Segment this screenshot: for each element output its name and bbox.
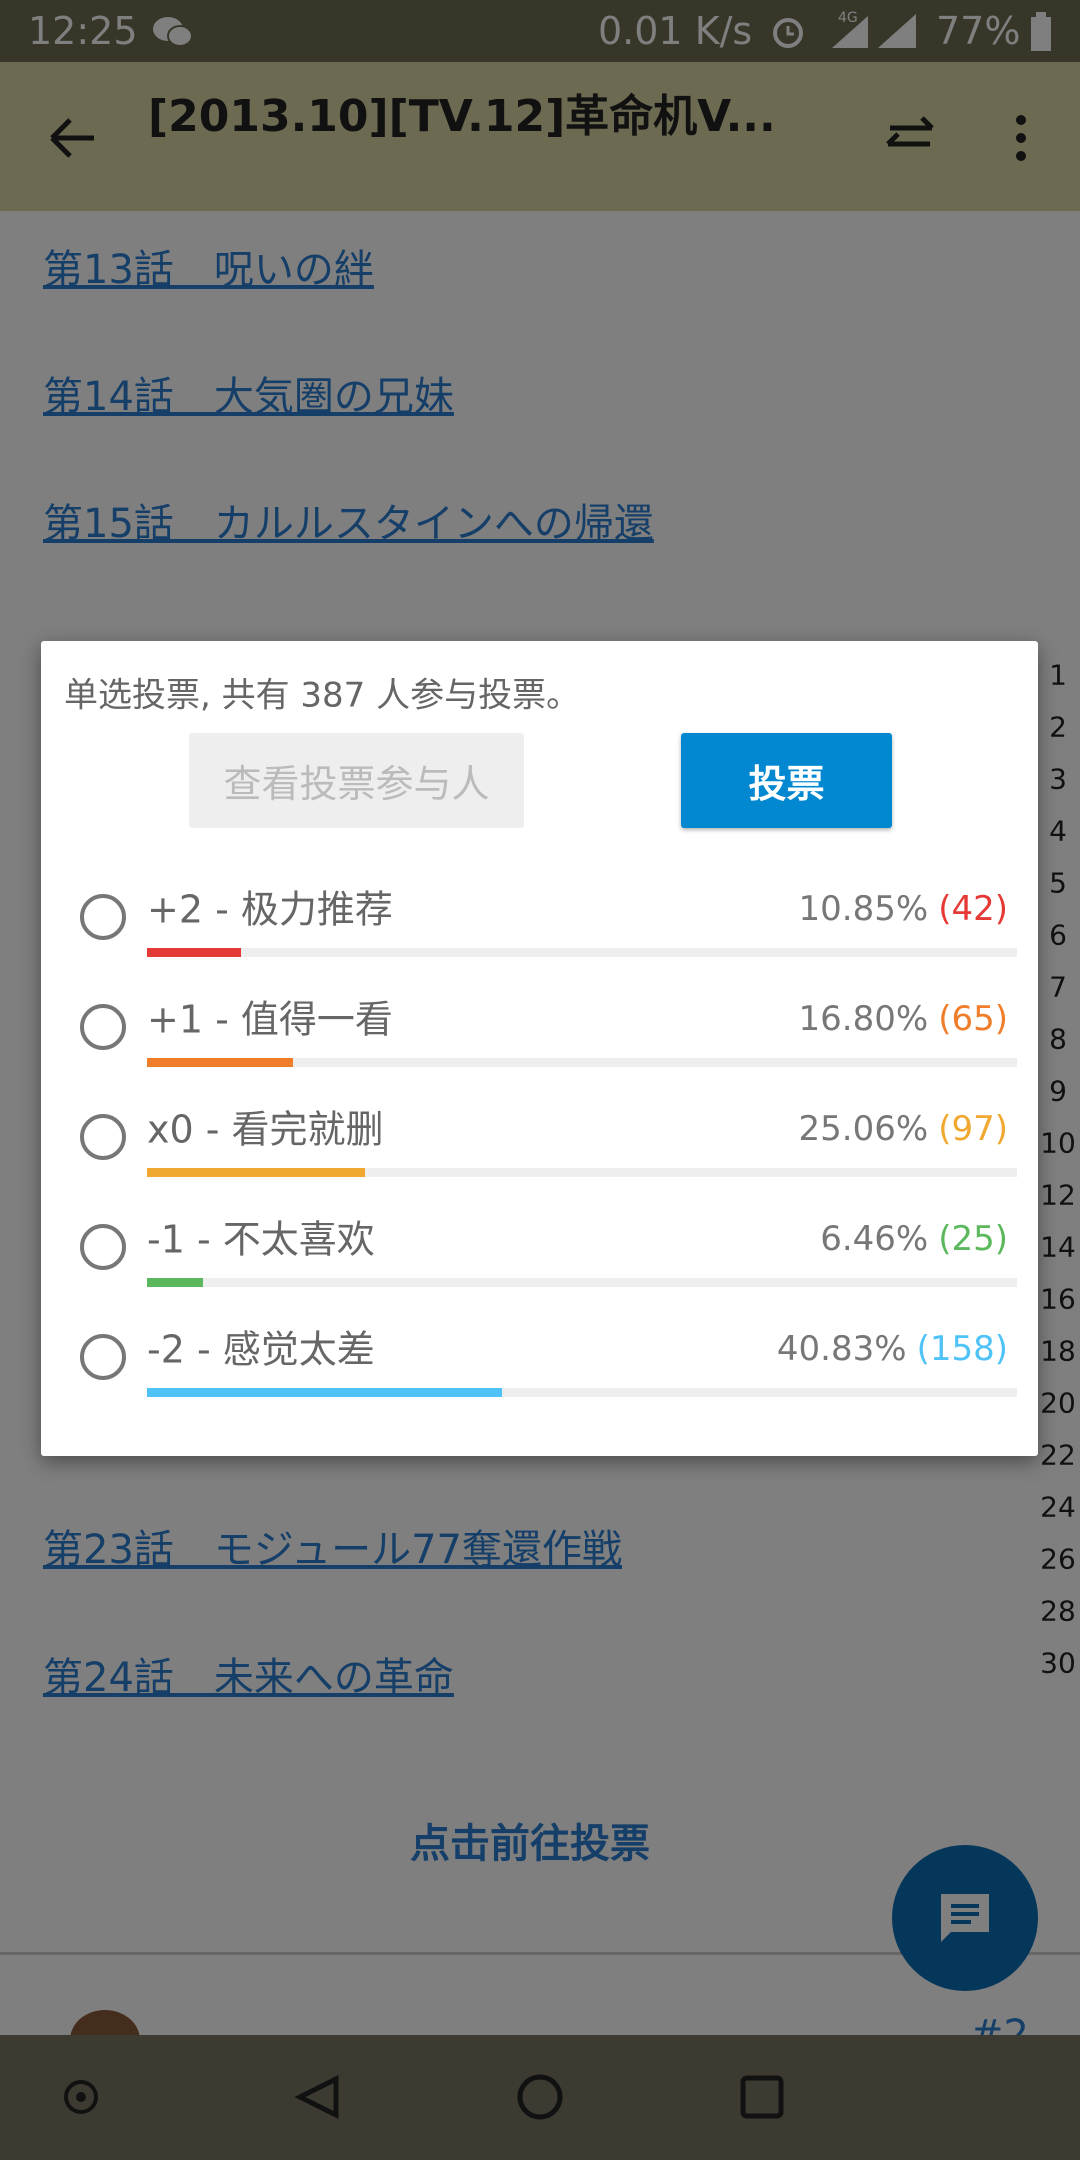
progress-bar [147, 1058, 294, 1067]
option-result: 16.80% (65) [799, 999, 1008, 1039]
option-label: -1 - 不太喜欢 [147, 1217, 375, 1262]
option-percent: 16.80% [798, 999, 929, 1039]
poll-summary: 单选投票, 共有 387 人参与投票。 [64, 675, 581, 716]
option-result: 40.83% (158) [777, 1329, 1008, 1369]
progress-track [147, 1278, 1017, 1287]
option-count: (25) [938, 1219, 1008, 1259]
view-voters-button[interactable]: 查看投票参与人 [189, 733, 524, 828]
radio-button[interactable] [80, 1004, 126, 1050]
option-result: 10.85% (42) [799, 889, 1008, 929]
progress-bar [147, 1168, 366, 1177]
option-label: +1 - 值得一看 [147, 997, 393, 1042]
option-label: x0 - 看完就删 [147, 1107, 384, 1152]
radio-button[interactable] [80, 894, 126, 940]
option-result: 25.06% (97) [799, 1109, 1008, 1149]
progress-track [147, 1058, 1017, 1067]
option-percent: 10.85% [798, 889, 929, 929]
option-count: (65) [938, 999, 1008, 1039]
option-percent: 40.83% [776, 1329, 907, 1369]
progress-track [147, 1168, 1017, 1177]
progress-bar [147, 1388, 503, 1397]
option-percent: 25.06% [798, 1109, 929, 1149]
radio-button[interactable] [80, 1224, 126, 1270]
option-label: -2 - 感觉太差 [147, 1327, 375, 1372]
option-count: (158) [916, 1329, 1008, 1369]
option-count: (42) [938, 889, 1008, 929]
option-result: 6.46% (25) [820, 1219, 1008, 1259]
radio-button[interactable] [80, 1114, 126, 1160]
progress-bar [147, 948, 242, 957]
option-count: (97) [938, 1109, 1008, 1149]
progress-track [147, 1388, 1017, 1397]
vote-button[interactable]: 投票 [681, 733, 892, 828]
progress-bar [147, 1278, 204, 1287]
option-label: +2 - 极力推荐 [147, 887, 393, 932]
radio-button[interactable] [80, 1334, 126, 1380]
poll-dialog: 单选投票, 共有 387 人参与投票。 查看投票参与人 投票 +2 - 极力推荐… [41, 641, 1038, 1456]
option-percent: 6.46% [820, 1219, 929, 1259]
progress-track [147, 948, 1017, 957]
